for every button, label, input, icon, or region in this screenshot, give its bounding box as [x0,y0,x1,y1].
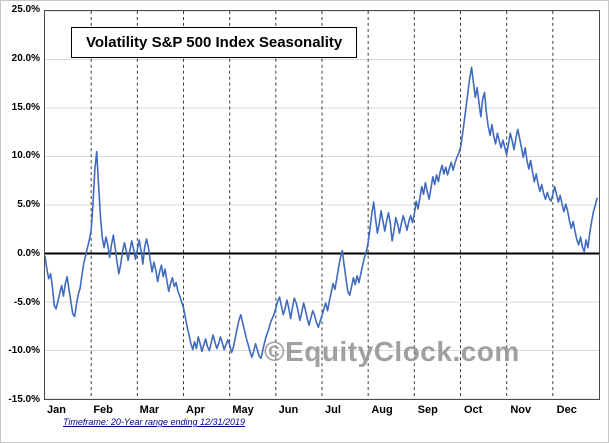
x-tick-label: Nov [510,404,532,416]
x-tick-label: Oct [464,404,483,416]
x-tick-label: Apr [186,404,205,416]
y-tick-label: 20.0% [11,52,40,64]
equityclock-watermark: ©EquityClock.com [264,336,520,367]
x-tick-label: Mar [139,404,160,416]
x-tick-label: Sep [417,404,438,416]
y-tick-label: -15.0% [8,394,40,405]
y-tick-label: 0.0% [17,247,40,259]
x-tick-label: Jan [47,404,66,416]
chart-title: Volatility S&P 500 Index Seasonality [71,27,358,58]
x-tick-label: May [232,404,254,416]
y-tick-label: 5.0% [17,199,40,210]
y-tick-label: 10.0% [11,150,40,162]
y-tick-label: -5.0% [13,296,40,308]
x-tick-label: Jun [278,404,299,416]
plot-area [44,10,600,400]
y-tick-label: 25.0% [11,4,40,15]
x-tick-label: Jul [325,404,341,416]
y-tick-label: 15.0% [11,101,40,113]
y-tick-label: -10.0% [8,345,40,357]
x-tick-label: Feb [93,404,113,416]
plot-svg [45,11,599,399]
x-tick-label: Dec [556,404,577,416]
x-tick-label: Aug [371,404,393,416]
timeframe-footnote: Timeframe: 20-Year range ending 12/31/20… [63,417,246,427]
